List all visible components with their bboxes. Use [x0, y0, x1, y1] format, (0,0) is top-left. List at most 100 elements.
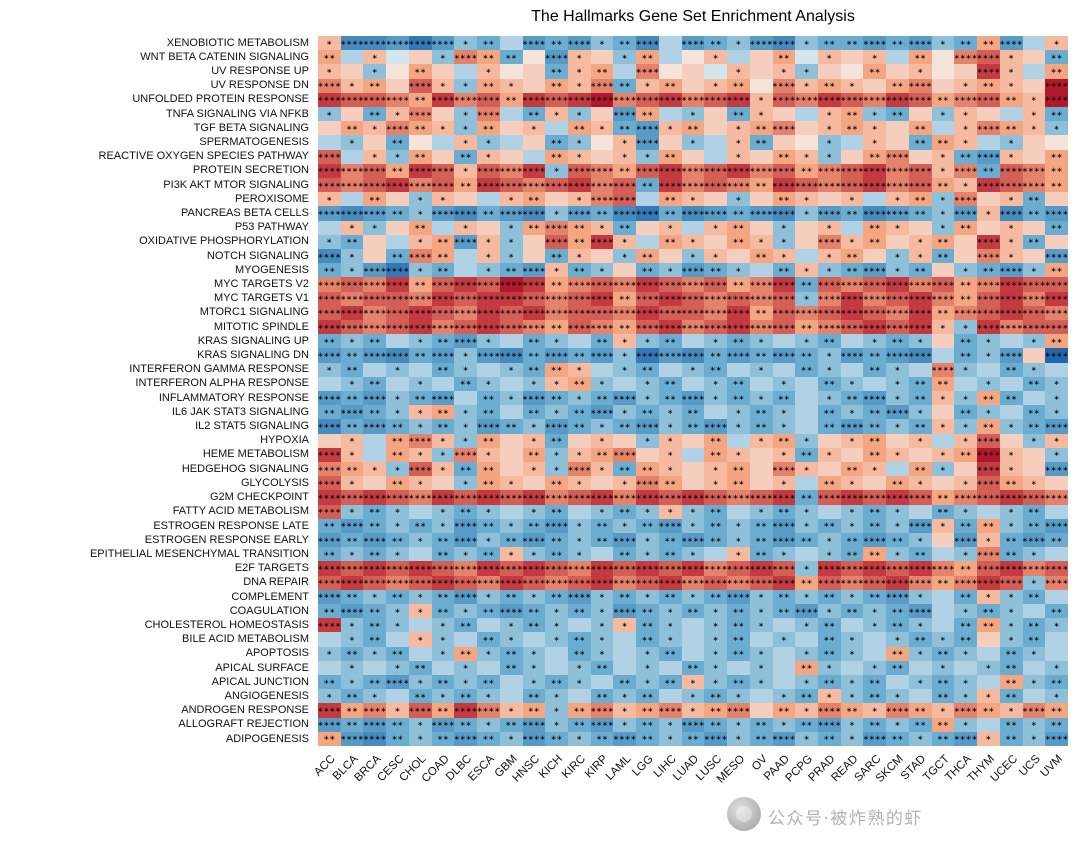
significance-stars: ∗∗	[664, 649, 677, 658]
significance-stars: ∗	[1008, 194, 1015, 203]
heatmap-cell: ∗∗∗∗	[567, 36, 591, 51]
y-axis-label: IL2 STAT5 SIGNALING	[195, 420, 309, 433]
significance-stars: ∗∗	[937, 677, 949, 686]
heatmap-cell: ∗∗	[613, 291, 637, 306]
significance-stars: ∗	[826, 123, 833, 132]
heatmap-cell: ∗	[340, 547, 364, 562]
heatmap-cell: ∗∗∗∗	[590, 305, 614, 320]
significance-stars: ∗∗∗∗	[363, 578, 387, 587]
heatmap-cell: ∗∗	[545, 277, 568, 292]
heatmap-cell	[840, 64, 864, 79]
significance-stars: ∗	[576, 251, 583, 260]
heatmap-cell: ∗∗	[749, 532, 773, 548]
significance-stars: ∗	[962, 265, 969, 274]
heatmap-cell	[386, 220, 409, 235]
heatmap-cell: ∗∗	[363, 674, 387, 690]
significance-stars: ∗∗	[391, 166, 404, 175]
heatmap-cell: ∗∗∗∗	[613, 277, 637, 292]
heatmap-cell: ∗∗	[567, 419, 591, 434]
heatmap-cell	[795, 234, 818, 249]
heatmap-cell: ∗∗∗∗	[386, 92, 409, 107]
heatmap-cell: ∗	[999, 220, 1023, 235]
significance-stars: ∗∗∗∗	[431, 95, 455, 104]
significance-stars: ∗	[462, 123, 469, 132]
significance-stars: ∗	[894, 265, 901, 274]
heatmap-cell: ∗	[931, 36, 955, 51]
heatmap-cell: ∗∗	[545, 78, 568, 93]
heatmap-cell: ∗∗∗∗	[977, 319, 1000, 335]
heatmap-cell: ∗∗∗∗	[477, 163, 500, 178]
heatmap-cell	[408, 547, 432, 562]
heatmap-cell: ∗∗	[727, 390, 750, 406]
significance-stars: ∗	[690, 677, 696, 686]
heatmap-cell: ∗∗	[817, 78, 841, 93]
heatmap-cell: ∗∗∗∗	[886, 149, 909, 164]
heatmap-cell: ∗	[840, 234, 864, 249]
heatmap-cell: ∗∗	[977, 163, 1000, 178]
y-axis-label: PI3K AKT MTOR SIGNALING	[163, 178, 309, 191]
significance-stars: ∗∗	[1028, 421, 1040, 430]
significance-stars: ∗∗∗∗	[840, 279, 864, 288]
significance-stars: ∗∗	[755, 350, 768, 359]
heatmap-cell: ∗∗∗∗	[999, 206, 1023, 221]
heatmap-cell	[681, 618, 705, 633]
heatmap-cell: ∗∗	[817, 632, 841, 647]
significance-stars: ∗∗∗∗	[908, 322, 932, 331]
heatmap-cell	[1022, 50, 1046, 65]
significance-stars: ∗∗	[573, 223, 586, 232]
heatmap-cell: ∗∗∗∗	[613, 603, 637, 619]
heatmap-cell: ∗∗	[431, 674, 455, 690]
significance-stars: ∗∗∗∗	[727, 350, 750, 359]
heatmap-cell: ∗∗∗∗	[340, 731, 364, 746]
heatmap-cell: ∗	[590, 36, 614, 51]
heatmap-cell	[613, 64, 637, 79]
significance-stars: ∗	[349, 663, 356, 672]
significance-stars: ∗∗	[823, 592, 836, 601]
significance-stars: ∗∗∗∗	[749, 166, 773, 175]
significance-stars: ∗∗	[914, 194, 927, 203]
heatmap-cell: ∗	[590, 504, 614, 519]
heatmap-cell	[590, 547, 614, 562]
significance-stars: ∗∗∗∗	[681, 492, 705, 501]
significance-stars: ∗∗	[437, 365, 449, 374]
heatmap-cell	[931, 603, 955, 619]
significance-stars: ∗∗∗∗	[545, 421, 568, 430]
significance-stars: ∗	[803, 592, 810, 601]
heatmap-cell: ∗∗	[454, 149, 478, 164]
heatmap-cell: ∗∗∗∗	[772, 461, 796, 477]
significance-stars: ∗	[803, 336, 810, 345]
heatmap-cell: ∗∗	[567, 220, 591, 235]
significance-stars: ∗	[644, 436, 651, 445]
heatmap-cell: ∗	[931, 220, 955, 235]
heatmap-cell	[363, 476, 387, 491]
heatmap-cell: ∗	[590, 121, 614, 136]
significance-stars: ∗∗	[641, 634, 654, 643]
heatmap-cell: ∗∗	[727, 646, 750, 661]
heatmap-cell: ∗	[795, 731, 818, 746]
significance-stars: ∗∗	[528, 194, 540, 203]
significance-stars: ∗	[985, 691, 992, 700]
heatmap-cell: ∗∗	[454, 504, 478, 519]
significance-stars: ∗∗∗∗	[704, 294, 728, 303]
heatmap-cell	[613, 660, 637, 675]
heatmap-cell: ∗	[1022, 263, 1046, 278]
heatmap-cell: ∗∗∗∗	[613, 177, 637, 193]
heatmap-cell: ∗∗∗∗	[908, 78, 932, 93]
heatmap-cell: ∗∗	[999, 390, 1023, 406]
heatmap-cell	[795, 632, 818, 647]
heatmap-cell	[499, 504, 523, 519]
heatmap-cell: ∗∗	[567, 405, 591, 420]
significance-stars: ∗∗∗∗	[886, 350, 909, 359]
significance-stars: ∗∗	[778, 265, 790, 274]
heatmap-cell: ∗∗∗∗	[704, 277, 728, 292]
heatmap-cell: ∗	[340, 504, 364, 519]
significance-stars: ∗∗∗∗	[999, 350, 1023, 359]
significance-stars: ∗	[849, 194, 856, 203]
significance-stars: ∗∗∗∗	[499, 294, 523, 303]
heatmap-cell: ∗	[386, 547, 409, 562]
heatmap-cell: ∗∗∗∗	[749, 319, 773, 335]
heatmap-cell: ∗∗∗∗	[477, 419, 500, 434]
significance-stars: ∗	[462, 421, 469, 430]
significance-stars: ∗∗	[891, 734, 904, 743]
significance-stars: ∗∗	[914, 421, 927, 430]
